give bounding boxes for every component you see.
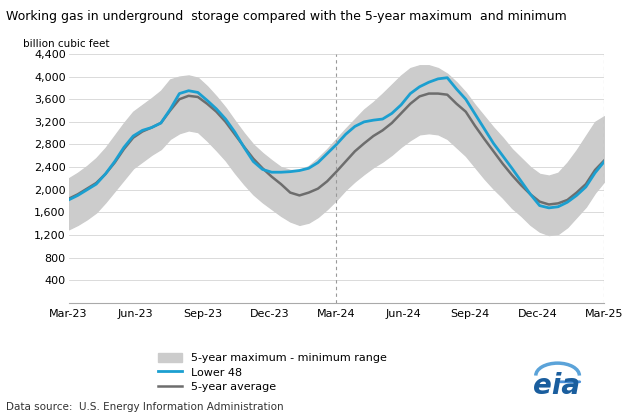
Text: Data source:  U.S. Energy Information Administration: Data source: U.S. Energy Information Adm… [6,402,284,412]
Text: billion cubic feet: billion cubic feet [23,39,110,49]
Text: Working gas in underground  storage compared with the 5-year maximum  and minimu: Working gas in underground storage compa… [6,10,567,23]
Text: eia: eia [533,373,580,400]
Legend: 5-year maximum - minimum range, Lower 48, 5-year average: 5-year maximum - minimum range, Lower 48… [158,353,387,392]
